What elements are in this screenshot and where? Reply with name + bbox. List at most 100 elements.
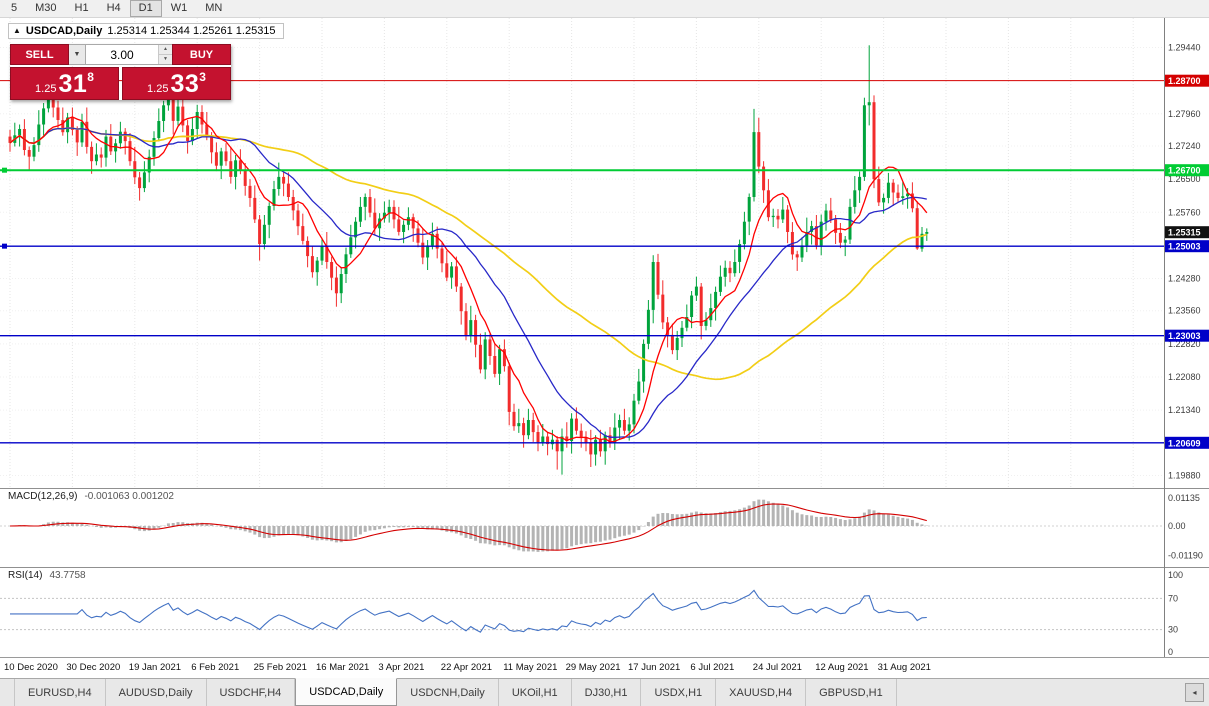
svg-text:1.24280: 1.24280 — [1168, 274, 1201, 284]
candlesticks — [8, 45, 929, 475]
rsi-line — [10, 589, 927, 633]
date-label: 29 May 2021 — [565, 662, 621, 673]
order-options-dropdown[interactable]: ▼ — [69, 44, 86, 65]
svg-text:1.23560: 1.23560 — [1168, 306, 1201, 316]
price-tag-1.28700: 1.28700 — [1165, 74, 1209, 87]
tab-xauusd[interactable]: XAUUSD,H4 — [716, 679, 807, 706]
buy-button[interactable]: BUY — [172, 44, 231, 65]
svg-text:1.25760: 1.25760 — [1168, 207, 1201, 217]
tab-audusd[interactable]: AUDUSD,Daily — [105, 679, 207, 706]
chart-tab-bar: EURUSD,H4 AUDUSD,Daily USDCHF,H4 USDCAD,Dai… — [0, 678, 1209, 706]
tab-usdcnh[interactable]: USDCNH,Daily — [397, 679, 499, 706]
volume-value[interactable]: 3.00 — [110, 47, 134, 62]
macd-histogram — [13, 499, 929, 552]
sell-button[interactable]: SELL — [10, 44, 69, 65]
ma-slow-line — [9, 127, 928, 381]
svg-text:1.26500: 1.26500 — [1168, 174, 1201, 184]
svg-text:1.23003: 1.23003 — [1168, 331, 1201, 341]
timeframe-5[interactable]: 5 — [11, 2, 18, 14]
macd-current-values: -0.001063 0.001202 — [84, 491, 174, 502]
macd-axis-label: -0.01190 — [1168, 550, 1203, 560]
macd-signal-line — [9, 503, 927, 551]
tab-eurusd[interactable]: EURUSD,H4 — [14, 679, 106, 706]
svg-text:1.19880: 1.19880 — [1168, 471, 1201, 481]
volume-spinner-down-icon[interactable]: ▼ — [159, 54, 172, 64]
macd-indicator-pane[interactable]: 0.01135 0.00 -0.01190 — [0, 488, 1209, 567]
timeframe-m30[interactable]: M30 — [35, 2, 57, 14]
date-label: 25 Feb 2021 — [253, 662, 307, 673]
volume-spinner-up-icon[interactable]: ▲ — [159, 45, 172, 54]
scroll-left-icon: ◂ — [1192, 688, 1197, 697]
chart-icon: ▲ — [13, 26, 21, 35]
buy-price-prefix: 1.25 — [147, 83, 169, 95]
svg-text:1.22820: 1.22820 — [1168, 339, 1201, 349]
ma-mid-line — [9, 127, 927, 438]
sell-price-pipette: 8 — [87, 70, 94, 84]
date-label: 11 May 2021 — [503, 662, 558, 673]
date-axis[interactable]: 10 Dec 2020 30 Dec 2020 19 Jan 2021 6 Feb 2… — [0, 657, 1209, 678]
macd-axis-label: 0.01135 — [1168, 493, 1200, 503]
price-tag-1.23003: 1.23003 — [1165, 329, 1209, 342]
tab-usdcad[interactable]: USDCAD,Daily — [295, 678, 398, 706]
date-label: 31 Aug 2021 — [877, 662, 931, 673]
grid-layer — [0, 18, 1164, 488]
svg-text:1.20609: 1.20609 — [1168, 438, 1201, 448]
ma-fast-line — [9, 115, 928, 443]
rsi-label: RSI(14) 43.7758 — [8, 570, 86, 581]
tab-gbpusd[interactable]: GBPUSD,H1 — [806, 679, 897, 706]
date-label: 24 Jul 2021 — [752, 662, 802, 673]
buy-price-button[interactable]: 1.25 33 3 — [122, 67, 231, 100]
date-label: 19 Jan 2021 — [128, 662, 182, 673]
buy-price-big-digits: 33 — [170, 70, 200, 98]
chart-ohlc-values: 1.25314 1.25344 1.25261 1.25315 — [107, 25, 276, 37]
sell-price-prefix: 1.25 — [35, 83, 57, 95]
tab-usdchf[interactable]: USDCHF,H4 — [206, 679, 296, 706]
price-tag-1.25003: 1.25003 — [1165, 240, 1209, 253]
svg-text:1.28700: 1.28700 — [1168, 76, 1201, 86]
rsi-axis-label: 100 — [1168, 570, 1183, 580]
macd-axis-label: 0.00 — [1168, 521, 1186, 531]
tab-usdx[interactable]: USDX,H1 — [641, 679, 717, 706]
rsi-axis-label: 70 — [1168, 593, 1178, 603]
volume-input[interactable]: 3.00 ▲ ▼ — [86, 44, 172, 65]
tab-dj30[interactable]: DJ30,H1 — [571, 679, 642, 706]
sell-price-big-digits: 31 — [58, 70, 88, 98]
price-axis: 1.29440 1.27960 1.27240 1.26500 1.25760 1.242… — [1168, 43, 1201, 481]
date-label: 3 Apr 2021 — [378, 662, 425, 673]
svg-text:1.21340: 1.21340 — [1168, 405, 1201, 415]
date-label: 6 Feb 2021 — [191, 662, 240, 673]
date-label: 30 Dec 2020 — [66, 662, 121, 673]
date-label: 22 Apr 2021 — [440, 662, 493, 673]
main-price-chart[interactable]: 1.29440 1.27960 1.27240 1.26500 1.25760 1.242… — [0, 18, 1209, 488]
date-label: 16 Mar 2021 — [316, 662, 370, 673]
volume-spinner: ▲ ▼ — [158, 45, 172, 64]
one-click-trading-panel: SELL ▼ 3.00 ▲ ▼ BUY 1.25 31 8 1.25 33 — [10, 44, 231, 100]
tab-ukoil[interactable]: UKOil,H1 — [498, 679, 572, 706]
timeframe-mn[interactable]: MN — [205, 2, 223, 14]
chart-symbol-period: USDCAD,Daily — [25, 25, 103, 37]
chart-title: ▲ USDCAD,Daily 1.25314 1.25344 1.25261 1… — [8, 23, 284, 39]
hline-handle-1.25003[interactable] — [2, 243, 7, 249]
macd-label: MACD(12,26,9) -0.001063 0.001202 — [8, 491, 174, 502]
timeframe-w1[interactable]: W1 — [170, 2, 188, 14]
svg-text:1.22080: 1.22080 — [1168, 372, 1201, 382]
timeframe-h1[interactable]: H1 — [74, 2, 89, 14]
macd-name: MACD(12,26,9) — [8, 491, 78, 502]
timeframe-h4[interactable]: H4 — [106, 2, 121, 14]
timeframe-bar: 5 M30 H1 H4 D1 W1 MN — [0, 0, 1209, 18]
rsi-indicator-pane[interactable]: 100 70 30 0 — [0, 567, 1209, 657]
svg-text:1.25315: 1.25315 — [1168, 228, 1201, 238]
rsi-axis-label: 0 — [1168, 647, 1173, 657]
hline-handle-1.26700[interactable] — [2, 167, 7, 173]
chevron-down-icon: ▼ — [73, 51, 81, 58]
tab-scroll-button[interactable]: ◂ — [1185, 683, 1204, 702]
rsi-axis-label: 30 — [1168, 625, 1178, 635]
timeframe-d1[interactable]: D1 — [129, 0, 162, 17]
sell-price-button[interactable]: 1.25 31 8 — [10, 67, 119, 100]
date-label: 10 Dec 2020 — [4, 662, 58, 673]
rsi-current-value: 43.7758 — [49, 570, 86, 581]
date-label: 6 Jul 2021 — [690, 662, 735, 673]
rsi-name: RSI(14) — [8, 570, 43, 581]
date-label: 17 Jun 2021 — [628, 662, 681, 673]
price-tag-1.20609: 1.20609 — [1165, 436, 1209, 449]
